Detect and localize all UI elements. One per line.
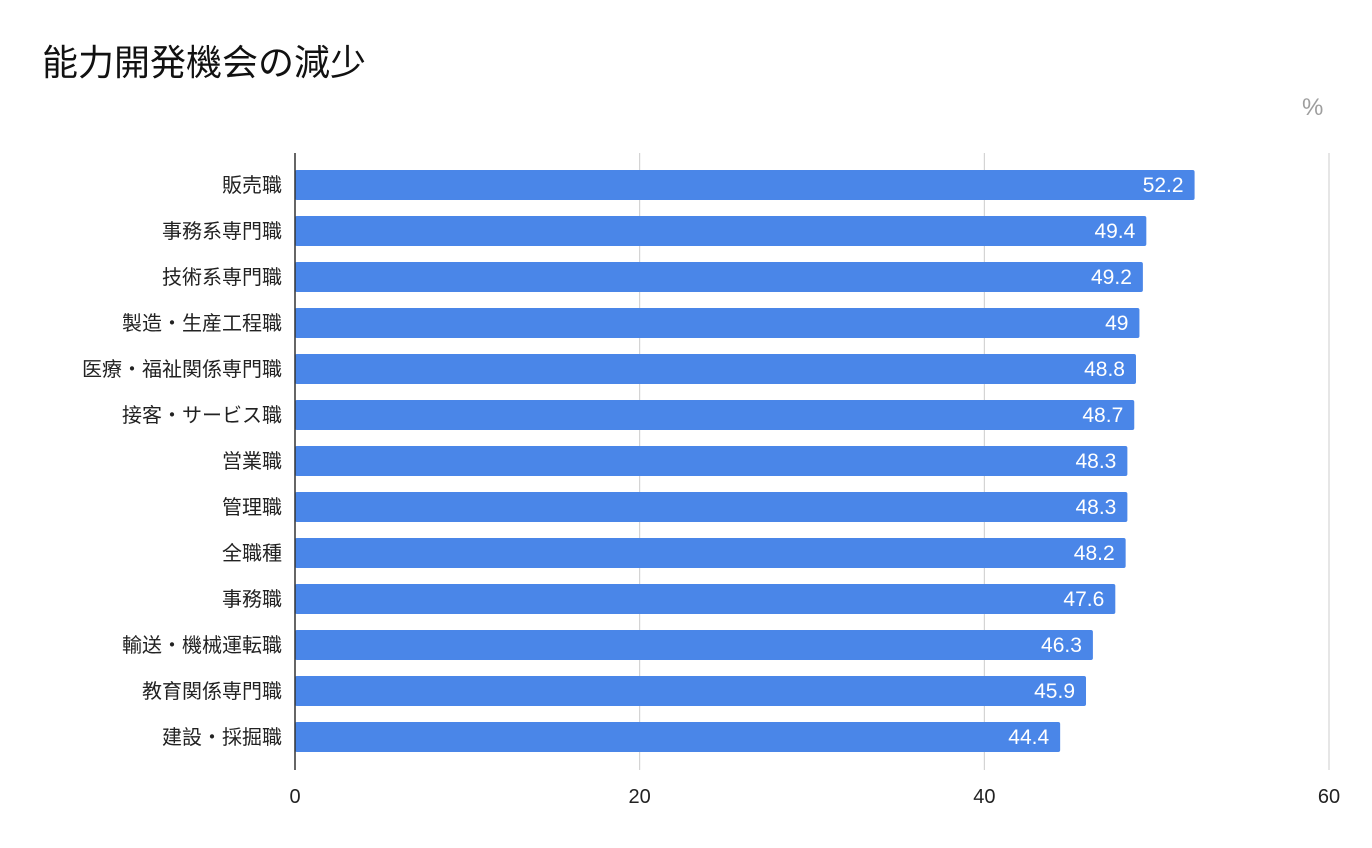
- category-label-4: 医療・福祉関係専門職: [82, 357, 282, 381]
- value-label-3: 49: [1105, 312, 1128, 335]
- x-tick-label-40: 40: [973, 786, 995, 808]
- category-label-5: 接客・サービス職: [122, 403, 282, 427]
- bar-6: [295, 446, 1128, 476]
- bar-0: [295, 170, 1195, 200]
- category-label-7: 管理職: [222, 495, 282, 519]
- bar-3: [295, 308, 1140, 338]
- bar-8: [295, 538, 1126, 568]
- value-label-0: 52.2: [1143, 174, 1184, 197]
- bar-5: [295, 400, 1135, 430]
- value-label-12: 44.4: [1008, 726, 1049, 749]
- value-label-4: 48.8: [1084, 358, 1125, 381]
- bar-7: [295, 492, 1128, 522]
- bar-4: [295, 354, 1136, 384]
- category-label-9: 事務職: [222, 587, 282, 611]
- value-label-1: 49.4: [1094, 220, 1135, 243]
- value-label-10: 46.3: [1041, 634, 1082, 657]
- value-label-2: 49.2: [1091, 266, 1132, 289]
- bars: [295, 170, 1195, 752]
- category-label-11: 教育関係専門職: [142, 679, 282, 703]
- value-label-11: 45.9: [1034, 680, 1075, 703]
- x-tick-label-20: 20: [629, 786, 651, 808]
- chart-title: 能力開発機会の減少: [42, 43, 367, 84]
- value-label-7: 48.3: [1075, 496, 1116, 519]
- category-label-3: 製造・生産工程職: [122, 311, 282, 335]
- bar-9: [295, 584, 1116, 614]
- value-label-8: 48.2: [1074, 542, 1115, 565]
- value-label-6: 48.3: [1075, 450, 1116, 473]
- category-label-6: 営業職: [222, 449, 282, 473]
- bar-2: [295, 262, 1143, 292]
- category-label-12: 建設・採掘職: [162, 725, 282, 749]
- category-label-0: 販売職: [222, 173, 282, 197]
- category-label-10: 輸送・機械運転職: [122, 633, 282, 657]
- bar-12: [295, 722, 1061, 752]
- bar-10: [295, 630, 1093, 660]
- bar-11: [295, 676, 1087, 706]
- category-label-8: 全職種: [222, 541, 282, 565]
- value-label-9: 47.6: [1063, 588, 1104, 611]
- x-tick-label-0: 0: [289, 786, 300, 808]
- bar-1: [295, 216, 1147, 246]
- category-label-1: 事務系専門職: [162, 219, 282, 243]
- x-tick-label-60: 60: [1318, 786, 1340, 808]
- unit-label: %: [1302, 94, 1324, 121]
- labels: 0 20 40 60 販売職 52.2 事務系専門職 49.4 技術系専門職 49.2 製造・生産工…: [82, 173, 1340, 808]
- category-label-2: 技術系専門職: [162, 265, 282, 289]
- value-label-5: 48.7: [1082, 404, 1123, 427]
